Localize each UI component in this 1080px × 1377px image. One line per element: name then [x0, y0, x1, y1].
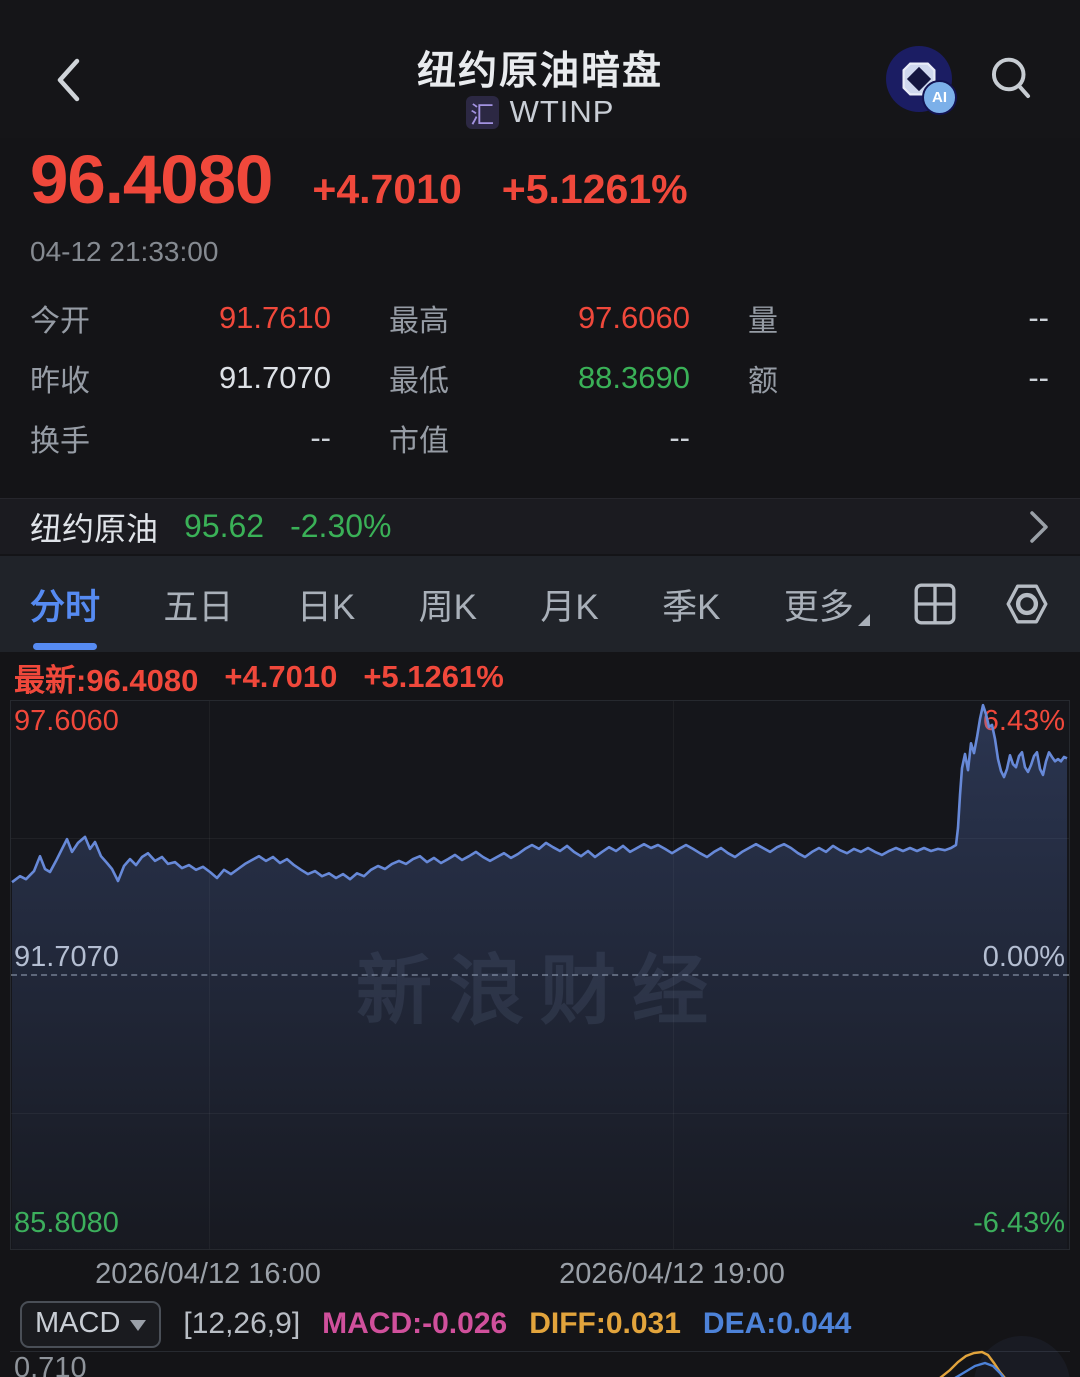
indicator-bar: MACD [12,26,9] MACD:-0.026 DIFF:0.031 DE…	[0, 1297, 1080, 1351]
indicator-selector-button[interactable]: MACD	[20, 1300, 162, 1348]
stat-cell: 最高 97.6060	[389, 296, 690, 340]
stat-cell: 最低 88.3690	[389, 356, 690, 400]
x-tick-19: 2026/04/12 19:00	[559, 1258, 785, 1290]
horizontal-gridline	[11, 1113, 1069, 1114]
market-badge: 汇	[465, 95, 499, 129]
search-icon	[991, 57, 1031, 99]
latest-quote-line: 最新:96.4080 +4.7010 +5.1261%	[14, 654, 504, 700]
stat-value: --	[669, 420, 690, 455]
stat-label: 最高	[389, 305, 449, 338]
y-label-low: 85.8080	[14, 1207, 119, 1239]
stat-value: --	[1028, 360, 1049, 395]
indicator-selector-label: MACD	[35, 1306, 121, 1339]
stats-grid: 今开 91.7610 最高 97.6060 量 -- 昨收 91.7070 最低 88.3690 额…	[0, 288, 1080, 468]
stat-row: 昨收 91.7070 最低 88.3690 额 --	[0, 348, 1080, 408]
stat-cell: 今开 91.7610	[30, 296, 331, 340]
chart-canvas[interactable]: 新浪财经	[10, 700, 1070, 1250]
quote-row: 96.4080 +4.7010 +5.1261%	[30, 140, 688, 219]
stat-label: 换手	[30, 425, 90, 458]
symbol-row: 汇 WTINP	[0, 94, 1080, 130]
tab-月K[interactable]: 月K	[540, 555, 598, 654]
latest-price-text: 最新:96.4080	[14, 662, 199, 698]
stat-label: 额	[748, 365, 778, 398]
stat-cell: 额 --	[748, 356, 1049, 400]
stat-row: 今开 91.7610 最高 97.6060 量 --	[0, 288, 1080, 348]
tab-label: 分时	[30, 587, 101, 627]
horizontal-gridline	[11, 838, 1069, 839]
back-button[interactable]	[52, 56, 86, 104]
tab-label: 季K	[662, 587, 721, 627]
dea-value: DEA:0.044	[702, 1307, 852, 1340]
tab-list: 分时 五日 日K 周K 月K 季K 更多	[30, 555, 870, 654]
price-change: +4.7010	[312, 166, 462, 212]
stat-label: 最低	[389, 365, 449, 398]
stat-label: 今开	[30, 305, 90, 338]
quote-timestamp: 04-12 21:33:00	[30, 236, 219, 267]
indicator-params: [12,26,9]	[183, 1307, 301, 1340]
tab-icons	[912, 581, 1050, 627]
tab-label: 更多	[783, 587, 854, 627]
stat-cell: 量 --	[748, 296, 1049, 340]
tab-分时[interactable]: 分时	[30, 555, 100, 654]
stat-cell: 市值 --	[389, 416, 690, 460]
latest-pct-text: +5.1261%	[363, 659, 504, 694]
grid-layout-icon[interactable]	[912, 581, 958, 627]
tab-label: 月K	[540, 587, 599, 627]
header: 纽约原油暗盘 汇 WTINP AI	[0, 0, 1080, 138]
stat-value: 97.6060	[577, 300, 690, 335]
tab-周K[interactable]: 周K	[419, 555, 477, 654]
stat-value: 91.7070	[218, 360, 331, 395]
tab-label: 日K	[296, 587, 356, 627]
related-price: 95.62	[184, 508, 265, 544]
tab-季K[interactable]: 季K	[662, 555, 720, 654]
subpane-divider	[10, 1351, 1070, 1352]
search-button[interactable]	[986, 54, 1036, 104]
related-change-pct: -2.30%	[290, 508, 392, 544]
y-label-pct-high: 6.43%	[982, 705, 1065, 737]
tab-日K[interactable]: 日K	[297, 555, 355, 654]
chevron-right-icon	[1030, 510, 1048, 543]
symbol-code: WTINP	[509, 94, 615, 129]
stat-value: --	[1028, 300, 1049, 335]
last-price: 96.4080	[30, 141, 273, 218]
dropdown-corner-icon	[857, 613, 870, 626]
tab-label: 五日	[163, 587, 234, 627]
tab-更多[interactable]: 更多	[783, 555, 870, 654]
caret-down-icon	[130, 1319, 147, 1331]
stat-label: 昨收	[30, 365, 90, 398]
stat-cell: 换手 --	[30, 416, 331, 460]
latest-change-text: +4.7010	[224, 659, 338, 694]
y-label-high: 97.6060	[14, 705, 119, 737]
y-label-pct-low: -6.43%	[973, 1207, 1065, 1239]
related-name: 纽约原油	[30, 510, 159, 547]
watermark: 新浪财经	[356, 949, 724, 1034]
tab-五日[interactable]: 五日	[163, 555, 233, 654]
indicator-settings-icon[interactable]	[1004, 581, 1050, 627]
stat-label: 市值	[389, 425, 449, 458]
y-label-baseline: 91.7070	[14, 941, 119, 973]
chart-period-tabs: 分时 五日 日K 周K 月K 季K 更多	[0, 556, 1080, 652]
tab-label: 周K	[418, 587, 477, 627]
macd-dea-curve	[954, 1361, 1005, 1377]
related-instrument-row[interactable]: 纽约原油 95.62 -2.30%	[0, 498, 1080, 554]
stat-value: --	[310, 420, 331, 455]
price-change-pct: +5.1261%	[501, 166, 688, 212]
stat-value: 91.7610	[218, 300, 331, 335]
stat-row: 换手 -- 市值 --	[0, 408, 1080, 468]
ai-assistant-button[interactable]: AI	[886, 46, 957, 115]
macd-diff-curve	[939, 1350, 1006, 1377]
stat-label: 量	[748, 305, 778, 338]
macd-value: MACD:-0.026	[322, 1307, 508, 1340]
stat-cell: 昨收 91.7070	[30, 356, 331, 400]
ai-badge: AI	[922, 80, 957, 115]
stat-value: 88.3690	[577, 360, 690, 395]
x-tick-16: 2026/04/12 16:00	[95, 1258, 321, 1290]
subpane-scale-value: 0.710	[14, 1352, 87, 1377]
chevron-left-icon	[57, 58, 80, 102]
y-label-pct-zero: 0.00%	[982, 941, 1065, 973]
diff-value: DIFF:0.031	[529, 1307, 681, 1340]
page-title: 纽约原油暗盘	[416, 50, 663, 93]
